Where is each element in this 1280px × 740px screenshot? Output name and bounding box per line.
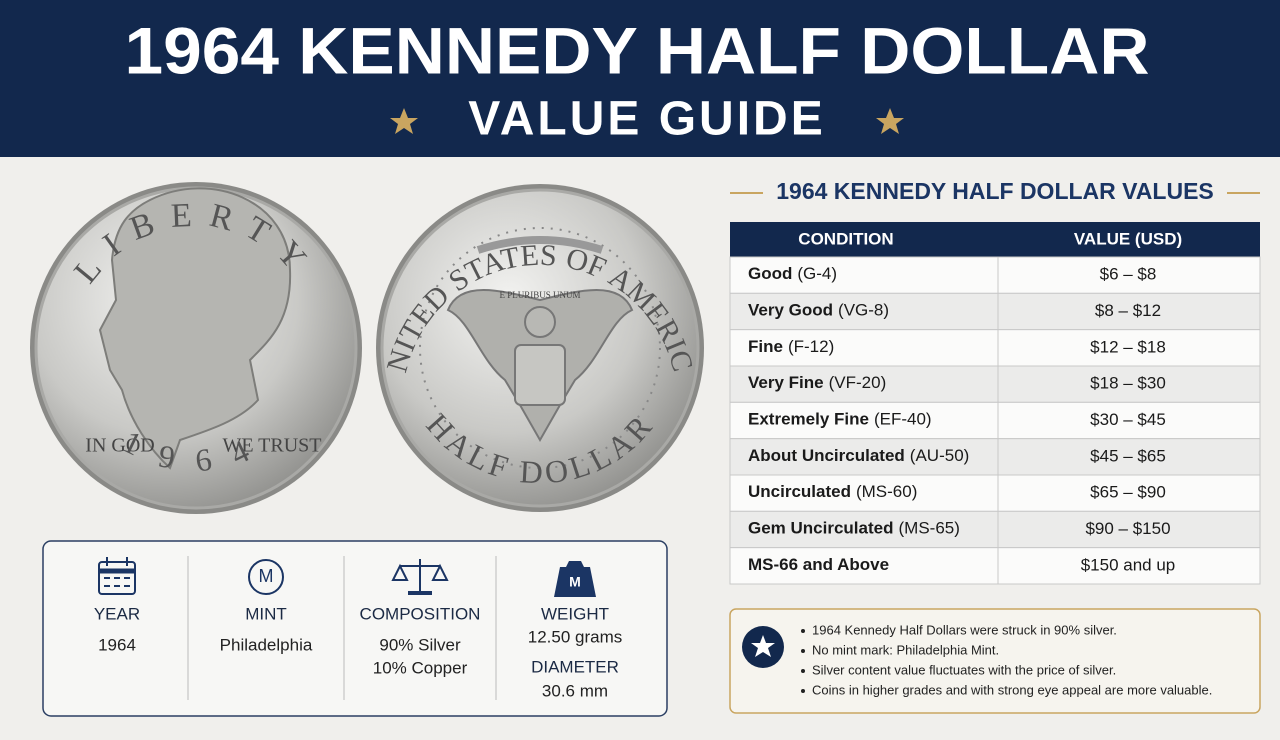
table-row	[729, 438, 1261, 476]
grade-code: (EF-40)	[874, 410, 932, 429]
spec-label: DIAMETER	[531, 657, 619, 676]
notes-box	[729, 608, 1261, 714]
grade-code: (MS-60)	[856, 483, 917, 502]
value: $8 – $12	[1095, 301, 1161, 320]
grade: Good	[748, 265, 792, 284]
note: Coins in higher grades and with strong e…	[812, 682, 1212, 697]
grade-code: (VF-20)	[829, 374, 887, 393]
condition: Uncirculated (MS-60)	[748, 483, 917, 502]
note: Silver content value fluctuates with the…	[812, 662, 1116, 677]
grade: Fine	[748, 337, 783, 356]
title: 1964 KENNEDY HALF DOLLAR	[125, 13, 1150, 87]
spec-label: COMPOSITION	[360, 604, 481, 623]
condition: Fine (F-12)	[748, 337, 834, 356]
table-row	[729, 365, 1261, 403]
coin-text: E PLURIBUS UNUM	[499, 290, 580, 300]
header-band	[0, 0, 1280, 157]
grade-code: (MS-65)	[899, 519, 960, 538]
grade: MS-66 and Above	[748, 555, 889, 574]
table-row	[729, 256, 1261, 294]
coin-text: WE TRUST	[222, 435, 321, 457]
grade-code: (AU-50)	[910, 446, 970, 465]
condition: Extremely Fine (EF-40)	[748, 410, 932, 429]
table-row	[729, 401, 1261, 440]
spec-label: WEIGHT	[541, 604, 609, 623]
grade: Very Good	[748, 301, 833, 320]
grade: Very Fine	[748, 374, 824, 393]
value: $90 – $150	[1085, 519, 1170, 538]
icon-label: M	[569, 574, 581, 590]
spec-label: MINT	[245, 604, 287, 623]
subtitle: VALUE GUIDE	[468, 93, 825, 146]
table-row	[729, 547, 1261, 585]
spec-value: 90% Silver	[379, 635, 461, 654]
icon-label: M	[259, 566, 274, 586]
star	[390, 108, 418, 134]
value: $18 – $30	[1090, 374, 1166, 393]
column-header: VALUE (USD)	[1074, 229, 1182, 248]
grade: Extremely Fine	[748, 410, 869, 429]
note: No mint mark: Philadelphia Mint.	[812, 642, 999, 657]
column-header: CONDITION	[798, 229, 893, 248]
note: 1964 Kennedy Half Dollars were struck in…	[812, 622, 1117, 637]
coin-obverse: LIBERTY IN GOD WE TRUST 1964	[30, 182, 362, 514]
coin-text: IN GOD	[85, 435, 154, 457]
bullet	[801, 689, 805, 693]
weight-icon	[554, 561, 596, 597]
grade: About Uncirculated	[748, 446, 905, 465]
spec-value: 10% Copper	[373, 658, 468, 677]
spec-box	[42, 540, 668, 717]
spec-value: 12.50 grams	[528, 627, 623, 646]
table-row	[729, 510, 1261, 549]
icons	[98, 557, 449, 595]
bullet	[801, 649, 805, 653]
grade-code: (F-12)	[788, 337, 834, 356]
value: $30 – $45	[1090, 410, 1166, 429]
grade-code: (G-4)	[797, 265, 837, 284]
spec-value: Philadelphia	[220, 635, 313, 654]
value: $45 – $65	[1090, 446, 1166, 465]
star	[876, 108, 904, 134]
condition: Very Good (VG-8)	[748, 301, 889, 320]
condition: Good (G-4)	[748, 265, 837, 284]
bullet	[801, 629, 805, 633]
table-title: 1964 KENNEDY HALF DOLLAR VALUES	[776, 178, 1214, 204]
table-row	[729, 329, 1261, 367]
table-header	[730, 222, 1260, 257]
table-row	[729, 292, 1261, 331]
table-row	[729, 474, 1261, 512]
condition: Gem Uncirculated (MS-65)	[748, 519, 960, 538]
bullet	[801, 669, 805, 673]
spec-label: YEAR	[94, 604, 140, 623]
dividers	[187, 556, 497, 700]
condition: Very Fine (VF-20)	[748, 374, 886, 393]
value: $65 – $90	[1090, 483, 1166, 502]
spec-value: 1964	[98, 635, 136, 654]
condition: About Uncirculated (AU-50)	[748, 446, 969, 465]
value: $6 – $8	[1100, 265, 1157, 284]
grade: Gem Uncirculated	[748, 519, 894, 538]
value: $150 and up	[1081, 555, 1176, 574]
grade-code: (VG-8)	[838, 301, 889, 320]
grade: Uncirculated	[748, 483, 851, 502]
star	[751, 635, 775, 657]
spec-value: 30.6 mm	[542, 681, 608, 700]
condition: MS-66 and Above	[748, 555, 889, 574]
value: $12 – $18	[1090, 337, 1166, 356]
